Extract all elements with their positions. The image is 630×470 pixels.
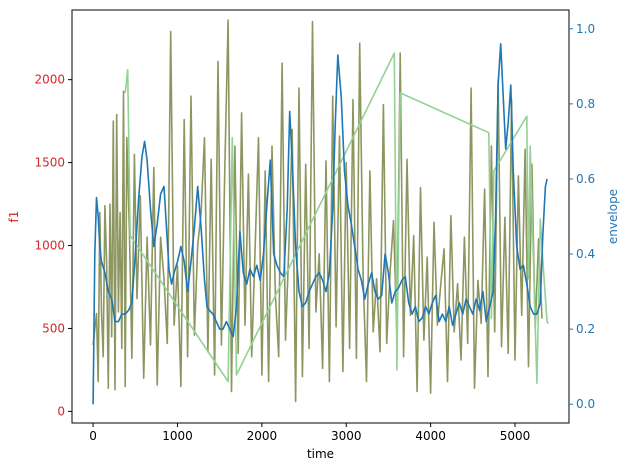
x-axis: 0 1000 2000 3000 4000 5000 <box>89 423 530 443</box>
right-tick-label: 1.0 <box>576 22 595 36</box>
x-tick-label: 5000 <box>500 429 531 443</box>
left-tick-label: 1500 <box>34 156 65 170</box>
x-tick-label: 0 <box>89 429 97 443</box>
left-tick-label: 0 <box>57 404 65 418</box>
right-tick-label: 0.0 <box>576 397 595 411</box>
right-tick-label: 0.8 <box>576 97 595 111</box>
right-y-axis: 0.0 0.2 0.4 0.6 0.8 1.0 <box>569 22 595 411</box>
x-tick-label: 2000 <box>247 429 278 443</box>
left-axis-label: f1 <box>7 211 21 223</box>
x-tick-label: 3000 <box>331 429 362 443</box>
series-layer <box>92 19 550 405</box>
series-line-1 <box>92 19 543 403</box>
series-line-2 <box>124 52 550 385</box>
left-tick-label: 2000 <box>34 73 65 87</box>
right-axis-label: envelope <box>606 189 620 244</box>
x-tick-label: 1000 <box>162 429 193 443</box>
plot-frame <box>71 9 570 424</box>
x-axis-label: time <box>307 447 334 461</box>
right-tick-label: 0.4 <box>576 247 595 261</box>
left-tick-label: 500 <box>42 321 65 335</box>
x-tick-label: 4000 <box>415 429 446 443</box>
right-tick-label: 0.2 <box>576 322 595 336</box>
right-tick-label: 0.6 <box>576 172 595 186</box>
left-tick-label: 1000 <box>34 239 65 253</box>
series-line-3 <box>92 42 548 405</box>
left-y-axis: 0 500 1000 1500 2000 <box>34 73 72 418</box>
